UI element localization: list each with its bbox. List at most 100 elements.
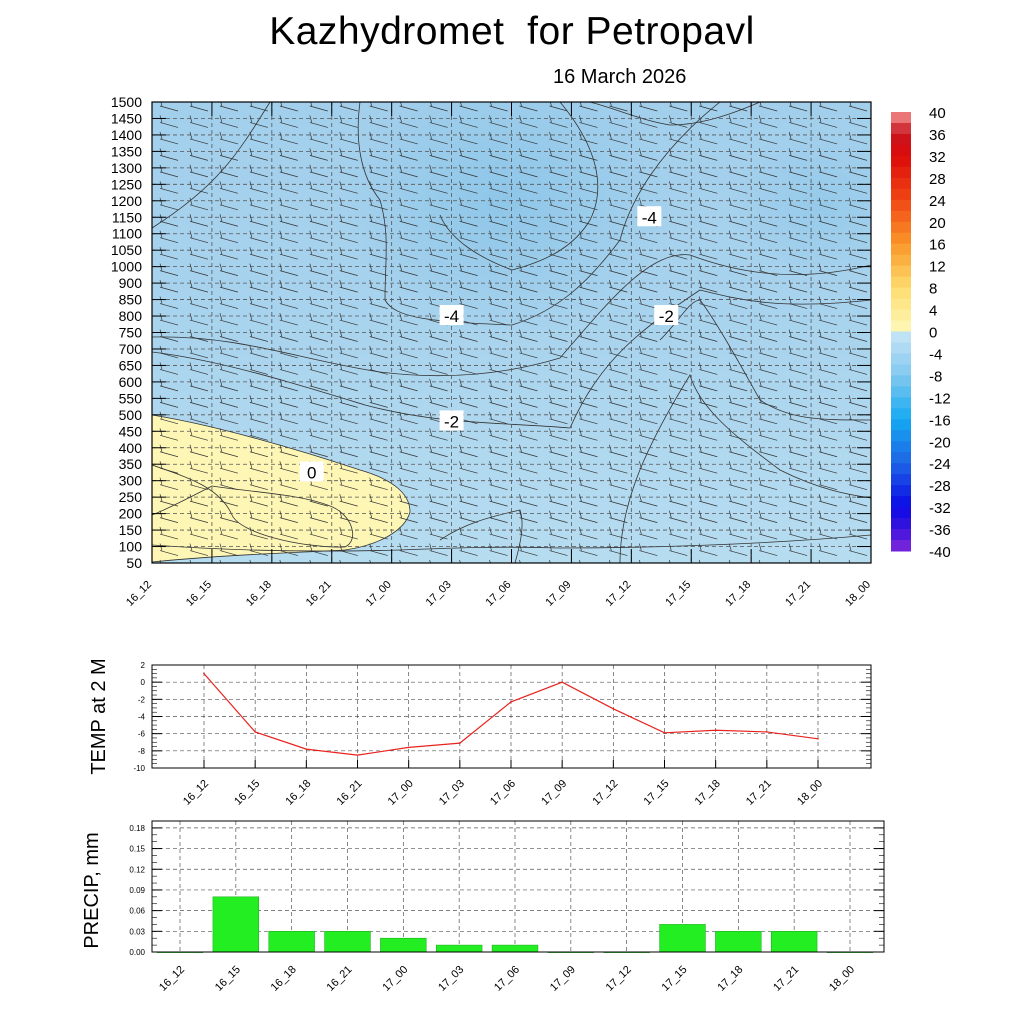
y-tick-label: 0.03 — [129, 927, 145, 936]
wind-barb — [758, 280, 778, 293]
y-tick-label: -8 — [138, 747, 146, 756]
y-tick-label: 1050 — [111, 242, 142, 258]
colorbar-label: 24 — [929, 193, 946, 210]
wind-barb — [249, 444, 268, 458]
y-tick-label: 1000 — [111, 259, 142, 275]
wind-barb — [219, 395, 239, 408]
wind-barb — [609, 214, 628, 227]
wind-barb — [309, 329, 328, 342]
wind-barb — [159, 559, 162, 563]
wind-barb — [339, 345, 358, 359]
wind-barb — [519, 148, 538, 161]
wind-barb — [848, 148, 868, 161]
wind-barb — [459, 115, 478, 128]
wind-barb — [519, 444, 538, 458]
wind-barb — [189, 148, 209, 161]
colorbar-segment — [891, 386, 911, 398]
colorbar-label: -28 — [929, 478, 951, 495]
wind-barb — [249, 559, 252, 563]
wind-barb — [429, 247, 448, 260]
wind-barb — [339, 362, 358, 375]
wind-barb — [219, 329, 239, 342]
wind-barb — [519, 395, 538, 408]
wind-barb — [249, 494, 268, 507]
wind-barb — [788, 230, 808, 244]
wind-barb — [519, 115, 538, 128]
wind-barb — [399, 461, 418, 474]
wind-barb — [668, 296, 688, 309]
wind-barb — [728, 395, 748, 408]
wind-barb — [429, 115, 448, 128]
wind-barb — [339, 230, 358, 244]
wind-barb — [638, 230, 658, 244]
wind-barb — [728, 378, 748, 392]
colorbar-segment — [891, 265, 911, 278]
wind-barb — [189, 164, 209, 178]
wind-barb — [728, 312, 748, 326]
wind-barb — [309, 214, 328, 227]
wind-barb — [698, 395, 718, 408]
wind-barb — [309, 526, 328, 540]
y-tick-label: 0 — [141, 678, 146, 687]
wind-barb — [429, 526, 448, 540]
wind-barb — [848, 444, 868, 458]
contour-label: -2 — [444, 412, 459, 431]
wind-barb — [189, 461, 209, 474]
wind-barb — [609, 115, 628, 128]
wind-barb — [609, 230, 628, 244]
y-tick-label: 200 — [119, 506, 143, 522]
wind-barb — [788, 510, 808, 523]
wind-barb — [758, 477, 778, 491]
wind-barb — [519, 559, 521, 563]
wind-barb — [279, 312, 298, 326]
wind-barb — [219, 494, 239, 507]
wind-barb — [159, 197, 179, 211]
colorbar-segment — [891, 496, 911, 508]
wind-barb — [638, 329, 658, 342]
wind-barb — [638, 362, 658, 375]
wind-barb — [219, 164, 239, 178]
wind-barb — [549, 115, 568, 128]
wind-barb — [399, 395, 418, 408]
wind-barb — [279, 164, 298, 178]
y-tick-label: 1500 — [111, 94, 142, 110]
y-tick-label: 1350 — [111, 143, 142, 159]
wind-barb — [459, 543, 478, 556]
colorbar-label: -40 — [929, 544, 951, 561]
wind-barb — [249, 345, 268, 359]
wind-barb — [519, 263, 538, 276]
wind-barb — [309, 444, 328, 458]
colorbar-segment — [891, 452, 911, 464]
wind-barb — [609, 477, 628, 491]
wind-barb — [758, 362, 778, 375]
wind-barb — [399, 362, 418, 375]
wind-barb — [698, 378, 718, 392]
wind-barb — [788, 444, 808, 458]
y-tick-label: 150 — [119, 522, 143, 538]
x-tick-label: 16_18 — [244, 579, 274, 609]
precip-bar — [715, 931, 762, 953]
wind-barb — [579, 148, 598, 161]
y-tick-label: 1150 — [112, 209, 142, 225]
wind-barb — [579, 230, 598, 244]
wind-barb — [519, 362, 538, 375]
wind-barb — [638, 131, 658, 145]
colorbar-segment — [891, 364, 911, 376]
wind-barb — [369, 296, 388, 309]
wind-barb — [609, 181, 628, 194]
colorbar-label: 40 — [929, 105, 946, 122]
wind-barb — [579, 329, 598, 342]
wind-barb — [549, 444, 568, 458]
wind-barb — [788, 461, 808, 474]
wind-barb — [549, 345, 568, 359]
wind-barb — [189, 197, 209, 211]
wind-barb — [369, 329, 388, 342]
wind-barb — [339, 164, 358, 178]
wind-barb — [579, 263, 598, 276]
wind-barb — [848, 329, 868, 342]
wind-barb — [219, 181, 239, 194]
wind-barb — [339, 477, 358, 491]
wind-barb — [818, 164, 838, 178]
wind-barb — [459, 131, 478, 145]
wind-barb — [638, 280, 658, 293]
